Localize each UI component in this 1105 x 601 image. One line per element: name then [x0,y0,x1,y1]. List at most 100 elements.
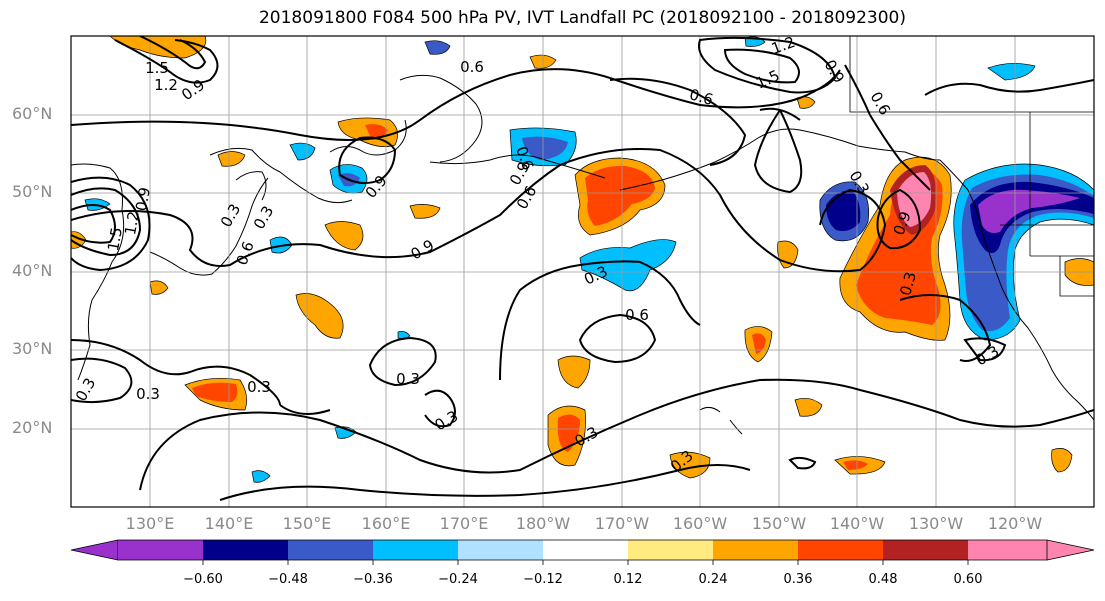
pv-contour-line [71,68,841,141]
pv-contour-line [788,456,817,470]
ivt-positive-region [409,204,441,219]
colorbar-segment [458,540,543,560]
colorbar-segment [883,540,968,560]
coastline [619,128,941,191]
lon-label: 150°W [751,514,807,533]
lon-label: 180°W [515,514,571,533]
pv-contour-line [71,187,142,257]
colorbar-tick-label: 0.12 [613,572,643,587]
pv-contour-line [759,107,801,121]
contour-label: 0.9 [132,186,154,213]
ivt-positive-region [585,165,655,226]
colorbar-tick-label: 0.36 [783,572,813,587]
contour-label: 1.5 [145,59,169,77]
pv-contour-line [139,36,207,70]
ivt-negative-region [251,470,271,483]
ivt-negative-region [978,189,1080,234]
colorbar-segment [543,540,628,560]
pv-contour-line [876,188,922,250]
colorbar [70,539,1095,565]
pv-contour-line [899,294,992,362]
pv-contour-line [499,260,701,381]
contour-label: 0.6 [460,58,484,76]
contour-label: 0.6 [625,306,649,324]
map-frame [70,35,1095,508]
contour-label: 1.2 [121,210,143,237]
ivt-positive-region [794,398,823,417]
pv-contour-line [71,339,331,415]
colorbar-outline [118,539,1047,561]
coastline [149,177,269,276]
coastline [329,119,407,156]
pv-contour-line [368,336,437,387]
colorbar-tick-label: −0.12 [523,572,563,587]
pv-contour-line [424,389,456,428]
colorbar-segment [628,540,713,560]
pv-contour-line [338,136,397,185]
pv-contour-line [71,357,133,404]
coastline [399,74,483,163]
colorbar-segment [798,540,883,560]
colorbar-tick-label: −0.24 [438,572,478,587]
ivt-positive-region [324,221,364,251]
contour-label: 0.3 [136,385,160,403]
colorbar-tick-label: −0.36 [353,572,393,587]
coastline [699,406,743,435]
ivt-positive-region [149,280,169,295]
border [849,36,1094,113]
colorbar-segment [968,540,1047,560]
colorbar-tick-label: 0.48 [868,572,898,587]
contour-label: 0.3 [896,270,920,298]
lon-label: 160°W [672,514,728,533]
colorbar-segment [373,540,458,560]
colorbar-tick-marks [202,560,969,565]
coastline [209,147,353,204]
colorbar-segment [288,540,373,560]
pv-contour-line [71,148,887,273]
ivt-positive-region [557,355,591,389]
lat-label-30n: 30°N [12,339,53,358]
ivt-positive-region [192,382,238,402]
pv-contour-line [139,378,1094,491]
lat-label-50n: 50°N [12,182,53,201]
ivt-negative-region [522,136,568,160]
pv-contour-line [578,313,657,364]
contour-label: 0.3 [247,378,271,396]
colorbar-tick-label: −0.60 [183,572,223,587]
lon-label: 150°E [282,514,332,533]
colorbar-extend-low [70,539,119,561]
pv-contour-line [71,204,116,244]
pv-contour-line [71,176,151,272]
coastline [429,154,606,179]
ivt-negative-region [987,63,1036,81]
lon-label: 160°E [361,514,411,533]
coastline [71,163,125,381]
colorbar-tick-label: −0.48 [268,572,308,587]
map-title: 2018091800 F084 500 hPa PV, IVT Landfall… [258,8,906,28]
colorbar-tick-label: 0.60 [953,572,983,587]
coastlines [71,74,1094,435]
pv-contour-line [753,109,803,194]
pv-contour-line [698,36,837,94]
political-borders [849,36,1094,297]
pv-contour-line [114,39,219,84]
coastline [235,171,267,201]
ivt-positive-region [295,293,344,339]
border [1059,256,1094,297]
lon-label: 120°W [987,514,1043,533]
lat-label-60n: 60°N [12,104,53,123]
lat-label-40n: 40°N [12,261,53,280]
lon-label: 130°W [908,514,964,533]
contour-label: 0.3 [396,370,420,388]
gridlines [71,36,1094,507]
ivt-positive-region [897,172,932,227]
pv-contour-line [609,77,747,166]
ivt-positive-region [557,414,580,452]
pv-contour-line [924,79,1094,96]
ivt-positive-region [843,460,868,470]
ivt-positive-region [752,333,766,354]
colorbar-segment [713,540,798,560]
contour-label: 0.6 [687,85,715,109]
lon-label: 140°E [204,514,254,533]
